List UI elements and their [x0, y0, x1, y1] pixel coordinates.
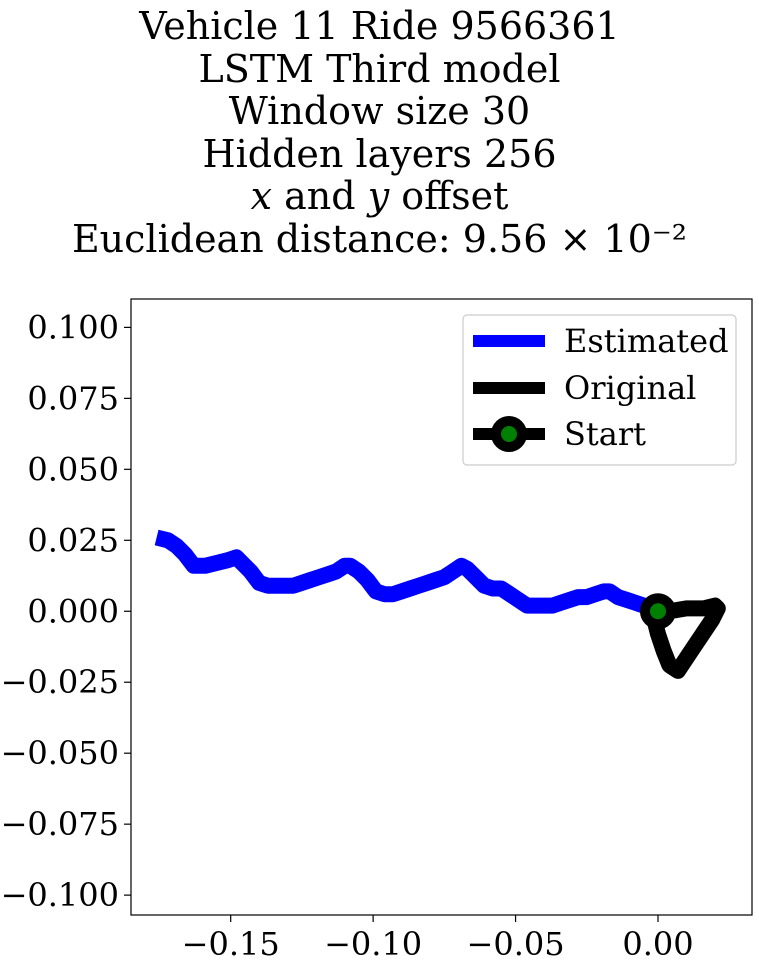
y-tick-label: 0.075 [27, 379, 119, 417]
title-line-hidden: Hidden layers 256 [202, 132, 557, 176]
y-axis: 0.100 0.075 0.050 0.025 0.000 −0.025 −0.050 −0.… [1, 308, 131, 914]
plot-lines [154, 529, 726, 679]
y-tick-label: 0.000 [27, 592, 119, 630]
y-tick-label: −0.100 [1, 876, 119, 914]
start-marker [639, 593, 676, 630]
legend: Estimated Original Start [462, 314, 737, 466]
x-tick-label: −0.10 [324, 925, 422, 962]
y-tick-label: 0.050 [27, 450, 119, 488]
legend-swatch-start-marker [491, 416, 527, 452]
start-marker-group [639, 593, 676, 630]
y-tick-label: −0.075 [1, 805, 119, 843]
x-tick-label: −0.05 [467, 925, 565, 962]
axes-frame [130, 298, 753, 916]
title-line-distance: Euclidean distance: 9.56 × 10⁻² [71, 217, 688, 261]
series-line-original [647, 597, 726, 679]
y-tick-label: 0.025 [27, 521, 119, 559]
y-tick-label: 0.100 [27, 308, 119, 346]
y-tick-label: −0.050 [1, 734, 119, 772]
y-tick-label: −0.025 [1, 663, 119, 701]
title-line-vehicle: Vehicle 11 Ride 9566361 [139, 4, 620, 48]
legend-label-start: Start [564, 415, 646, 453]
x-tick-label: −0.15 [182, 925, 280, 962]
legend-label-estimated: Estimated [564, 322, 729, 360]
title-line-model: LSTM Third model [198, 47, 561, 91]
legend-box [462, 314, 737, 466]
legend-label-original: Original [564, 369, 696, 407]
title-line-offset: x and y offset [250, 174, 509, 218]
title-line-window: Window size 30 [228, 89, 531, 133]
series-line-estimated [154, 529, 662, 619]
x-tick-label: 0.00 [622, 925, 693, 962]
x-axis: −0.15 −0.10 −0.05 0.00 [182, 915, 694, 962]
